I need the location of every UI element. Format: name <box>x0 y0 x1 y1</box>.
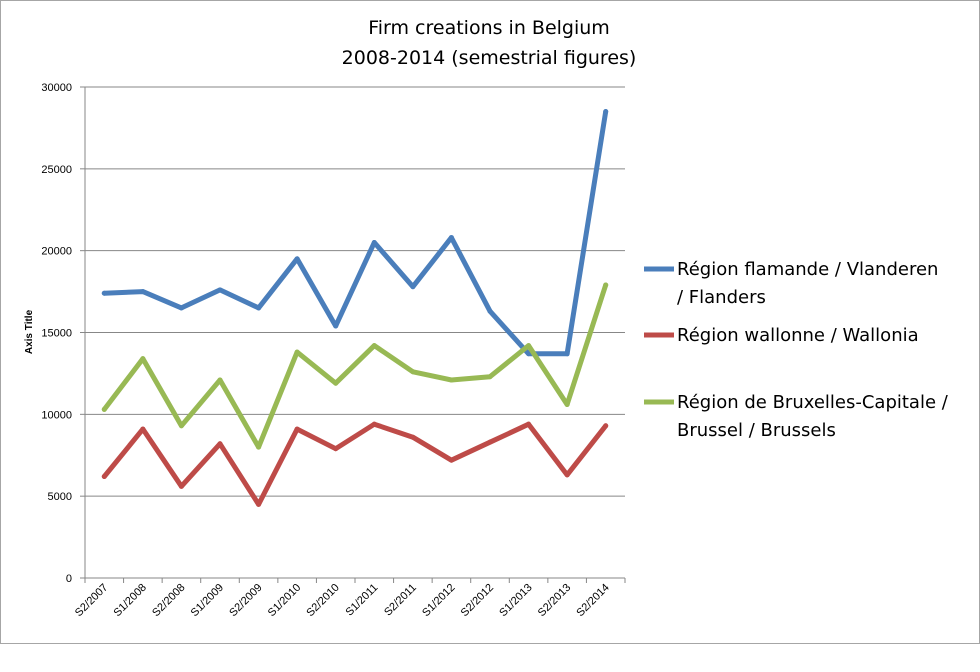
data-point <box>526 343 532 349</box>
data-point <box>101 290 107 296</box>
chart-title-line-1: Firm creations in Belgium <box>368 17 610 39</box>
data-point <box>448 457 454 463</box>
data-point <box>564 351 570 357</box>
data-point <box>487 374 493 380</box>
x-tick-label: S2/2014 <box>574 582 611 619</box>
legend-entry-text: Région flamande / Vlanderen <box>677 259 938 280</box>
y-axis-label: Axis Title <box>24 309 35 354</box>
data-point <box>410 434 416 440</box>
data-point <box>371 343 377 349</box>
data-point <box>294 426 300 432</box>
chart-title-line-2: 2008-2014 (semestrial figures) <box>342 47 637 69</box>
data-point <box>140 289 146 295</box>
data-point <box>487 439 493 445</box>
data-point <box>294 256 300 262</box>
data-point <box>256 444 262 450</box>
data-point <box>101 406 107 412</box>
x-tick-label: S2/2008 <box>150 582 187 619</box>
axes <box>80 86 626 583</box>
x-tick-label: S1/2012 <box>420 582 457 619</box>
y-tick-label: 25000 <box>41 164 72 176</box>
y-tick-label: 5000 <box>48 491 72 503</box>
data-point <box>564 402 570 408</box>
x-tick-label: S1/2013 <box>497 582 534 619</box>
x-tick-label: S1/2010 <box>266 582 303 619</box>
data-point <box>603 109 609 115</box>
data-point <box>410 369 416 375</box>
data-point <box>256 501 262 507</box>
data-point <box>333 446 339 452</box>
data-point <box>178 305 184 311</box>
y-tick-label: 30000 <box>41 82 72 94</box>
data-point <box>217 377 223 383</box>
data-point <box>294 349 300 355</box>
data-point <box>140 426 146 432</box>
y-tick-label: 0 <box>66 573 72 585</box>
chart-frame <box>0 0 980 644</box>
legend-entry-text: Brussel / Brussels <box>677 420 836 441</box>
x-tick-label: S2/2011 <box>382 582 419 619</box>
data-point <box>217 441 223 447</box>
series-line <box>101 421 609 507</box>
data-point <box>371 421 377 427</box>
x-tick-label: S2/2012 <box>459 582 496 619</box>
data-point <box>178 483 184 489</box>
x-tick-labels: S2/2007 S1/2008 S2/2008 S1/2009 S2/2009 S1/20… <box>73 582 612 619</box>
x-tick-label: S2/2010 <box>304 582 341 619</box>
x-tick-label: S1/2011 <box>344 582 381 619</box>
data-point <box>526 351 532 357</box>
legend: Région flamande / Vlanderen / Flanders Rég… <box>644 259 949 441</box>
x-tick-label: S1/2009 <box>189 582 226 619</box>
data-point <box>410 284 416 290</box>
data-point <box>448 235 454 241</box>
data-point <box>487 308 493 314</box>
x-tick-label: S2/2007 <box>73 582 110 619</box>
data-point <box>178 423 184 429</box>
data-point <box>333 323 339 329</box>
x-tick-label: S2/2009 <box>227 582 264 619</box>
y-tick-label: 10000 <box>41 409 72 421</box>
data-point <box>603 282 609 288</box>
x-tick-label: S2/2013 <box>536 582 573 619</box>
data-point <box>140 356 146 362</box>
data-point <box>256 305 262 311</box>
y-tick-label: 20000 <box>41 246 72 258</box>
data-point <box>101 474 107 480</box>
data-point <box>564 472 570 478</box>
data-point <box>371 239 377 245</box>
legend-entry-text: Région de Bruxelles-Capitale / <box>677 392 949 413</box>
chart-title: Firm creations in Belgium 2008-2014 (sem… <box>342 17 637 69</box>
data-point <box>603 423 609 429</box>
legend-entry-text: / Flanders <box>677 287 766 308</box>
data-point <box>526 421 532 427</box>
series-line <box>101 109 609 357</box>
legend-entry-text: Région wallonne / Wallonia <box>677 325 919 346</box>
data-series <box>101 109 609 507</box>
y-tick-label: 15000 <box>41 328 72 340</box>
x-tick-label: S1/2008 <box>112 582 149 619</box>
y-tick-labels: 0 5000 10000 15000 20000 25000 30000 <box>41 82 72 585</box>
series-line <box>101 282 609 450</box>
data-point <box>217 287 223 293</box>
data-point <box>448 377 454 383</box>
data-point <box>333 380 339 386</box>
